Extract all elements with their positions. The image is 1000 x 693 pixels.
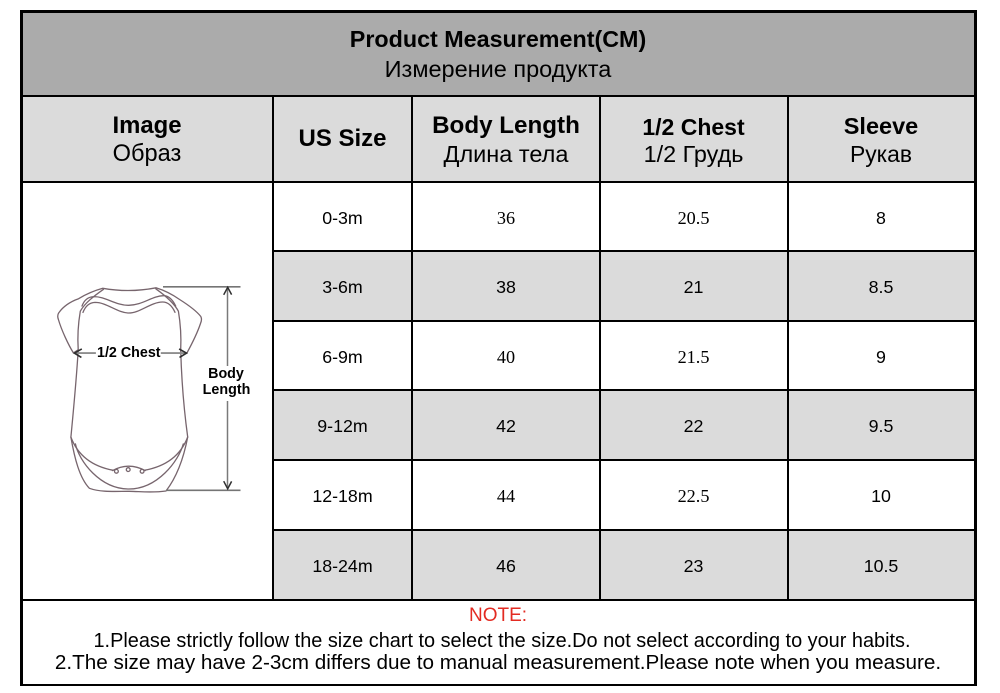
svg-text:Length: Length <box>203 382 251 398</box>
svg-text:1/2 Chest: 1/2 Chest <box>97 345 161 361</box>
svg-text:Body: Body <box>208 366 244 382</box>
